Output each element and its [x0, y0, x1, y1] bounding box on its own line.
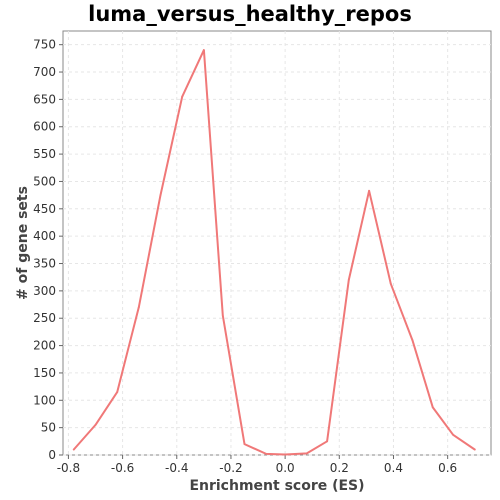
data-point: [202, 49, 205, 52]
data-point: [452, 433, 454, 436]
data-point: [221, 314, 224, 317]
y-tick-label: 200: [33, 339, 56, 353]
y-axis: 0 50 100 150 200 250 300 350 400 450 500 550 600 650 7…: [33, 38, 63, 462]
data-point: [116, 391, 119, 393]
data-point: [159, 194, 162, 197]
data-point: [284, 453, 287, 456]
y-tick-label: 150: [33, 366, 56, 380]
series-group: [72, 49, 476, 456]
data-point: [72, 448, 75, 451]
y-tick-label: 250: [33, 311, 56, 325]
y-tick-label: 450: [33, 202, 56, 216]
y-tick-label: 50: [41, 421, 56, 435]
data-point: [305, 452, 308, 455]
data-point: [181, 95, 184, 98]
x-axis-label: Enrichment score (ES): [189, 478, 364, 494]
plot-area: [62, 30, 492, 456]
series-line: [72, 49, 476, 456]
x-tick-label: -0.6: [111, 461, 134, 475]
chart-title: luma_versus_healthy_repos: [88, 2, 412, 26]
y-tick-label: 100: [33, 393, 56, 407]
grid-lines: [63, 31, 491, 456]
data-point: [265, 453, 268, 455]
y-axis-label: # of gene sets: [15, 186, 31, 300]
data-point: [473, 448, 476, 451]
y-tick-label: 300: [33, 284, 56, 298]
x-axis: -0.8 -0.6 -0.4 -0.2 0.0 0.2 0.4 0.6: [57, 455, 457, 475]
data-point: [389, 282, 392, 285]
data-point: [368, 189, 371, 192]
y-tick-label: 600: [33, 120, 56, 134]
data-point: [431, 406, 434, 409]
data-point: [326, 440, 329, 443]
data-point: [137, 306, 140, 309]
x-tick-label: -0.8: [57, 461, 80, 475]
x-tick-label: -0.4: [165, 461, 188, 475]
y-tick-label: 500: [33, 174, 56, 188]
y-tick-label: 700: [33, 65, 56, 79]
x-tick-label: -0.2: [219, 461, 242, 475]
y-tick-label: 0: [48, 448, 56, 462]
data-point: [94, 424, 97, 426]
y-tick-label: 550: [33, 147, 56, 161]
y-tick-label: 650: [33, 92, 56, 106]
y-tick-label: 400: [33, 229, 56, 243]
data-point: [243, 443, 246, 445]
x-tick-label: 0.6: [438, 461, 457, 475]
y-tick-label: 350: [33, 257, 56, 271]
x-tick-label: 0.0: [276, 461, 295, 475]
data-point: [347, 279, 350, 281]
data-point: [411, 339, 414, 342]
x-tick-label: 0.4: [384, 461, 403, 475]
y-tick-label: 750: [33, 38, 56, 52]
x-tick-label: 0.2: [330, 461, 349, 475]
